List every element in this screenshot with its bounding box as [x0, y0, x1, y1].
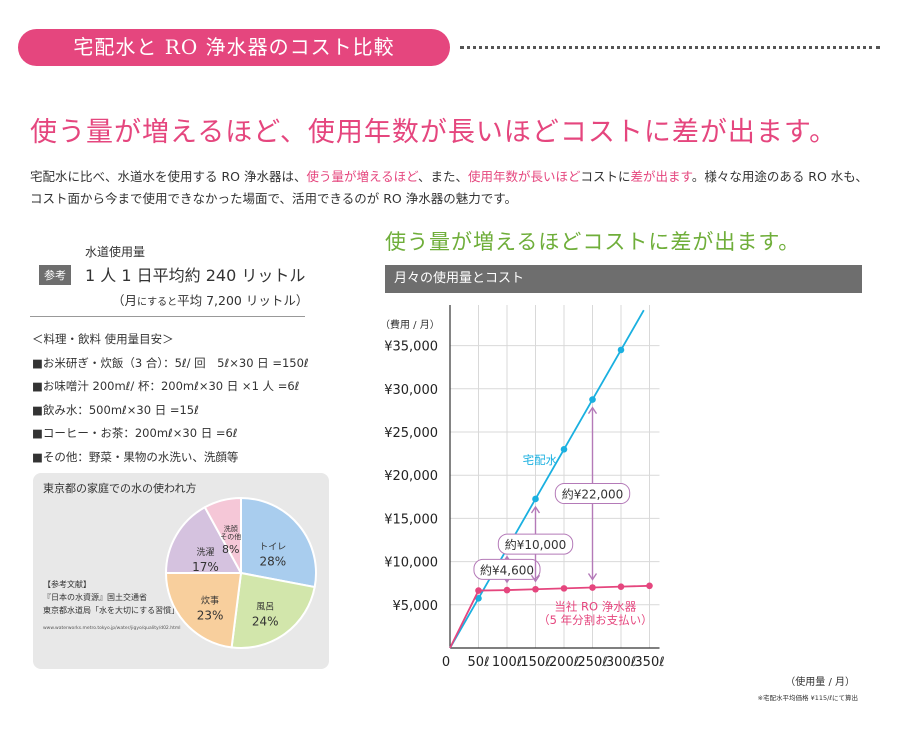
- chart-footnote: ※宅配水平均価格 ¥115/ℓにて算出: [758, 693, 858, 702]
- y-tick-label: ¥15,000: [384, 512, 438, 527]
- annotation-label: 約¥4,600: [480, 562, 534, 577]
- data-point: [617, 346, 625, 354]
- monthly-prefix: （月: [112, 293, 138, 308]
- intro-text-part: 、また、: [418, 169, 469, 184]
- pie-slice-percent: 23%: [197, 608, 224, 622]
- reference-line: 『日本の水資源』国土交通省: [43, 593, 147, 602]
- y-tick-label: ¥25,000: [384, 426, 438, 441]
- dotted-divider: [460, 46, 880, 49]
- daily-average: 1 人 1 日平均約 240 リットル: [85, 266, 306, 285]
- arrow-head: [530, 505, 541, 514]
- annotation-label: 約¥10,000: [505, 537, 567, 552]
- chart-subheading: 使う量が増えるほどコストに差が出ます。: [385, 230, 801, 254]
- pie-slice-label: トイレ: [259, 543, 286, 553]
- intro-text-part: 宅配水に比べ、水道水を使用する RO 浄水器は、: [30, 169, 307, 184]
- reference-badge: 参考: [39, 265, 71, 285]
- x-tick-label: 200ℓ: [549, 655, 579, 670]
- y-tick-label: ¥20,000: [384, 469, 438, 484]
- monthly-average: （月にすると平均 7,200 リットル）: [112, 290, 308, 309]
- list-item: ■お味噌汁 200mℓ/ 杯：200mℓ×30 日 ×1 人 =6ℓ: [32, 379, 300, 393]
- list-item: ■お米研ぎ・炊飯（3 合）：5ℓ/ 回 5ℓ×30 日 =150ℓ: [32, 355, 309, 370]
- pie-chart-panel: 東京都の家庭での水の使われ方 【参考文献】 『日本の水資源』国土交通省 東京都水…: [33, 473, 329, 669]
- data-point: [475, 587, 482, 594]
- data-point: [503, 586, 511, 594]
- annotation-label: 約¥22,000: [562, 487, 624, 502]
- x-tick-label: 350ℓ: [634, 655, 664, 670]
- intro-line-2: コスト面から今まで使用できなかった場面で、活用できるのが RO 浄水器の魅力です…: [30, 191, 517, 206]
- annotation-box: [497, 533, 574, 555]
- data-point: [560, 585, 568, 592]
- y-tick-label: ¥35,000: [384, 340, 438, 355]
- monthly-rest: 平均 7,200 リットル）: [177, 293, 309, 308]
- monthly-small: にすると: [137, 297, 178, 308]
- pie-chart-title: 東京都の家庭での水の使われ方: [43, 482, 197, 495]
- x-tick-label: 150ℓ: [520, 655, 550, 670]
- reference-url: www.waterworks.metro.tokyo.jp/water/jigy…: [43, 626, 181, 631]
- pie-slice-percent: 24%: [252, 614, 279, 628]
- series-note: （5 年分割お支払い）: [538, 613, 652, 627]
- data-point: [589, 584, 596, 591]
- y-tick-label: ¥30,000: [384, 383, 438, 398]
- intro-highlight: 使う量が増えるほど: [306, 169, 418, 184]
- series-label: 当社 RO 浄水器: [554, 599, 636, 613]
- data-point: [475, 595, 482, 602]
- usage-list: ＜料理・飲料 使用量目安＞ ■お米研ぎ・炊飯（3 合）：5ℓ/ 回 5ℓ×30 …: [32, 328, 309, 469]
- pie-slice: [230, 571, 316, 649]
- pie-slice-percent: 28%: [259, 555, 286, 569]
- annotation-box: [473, 558, 541, 580]
- list-item: ■コーヒー・お茶：200mℓ×30 日 =6ℓ: [32, 426, 238, 440]
- pie-slice-percent: 17%: [192, 560, 219, 574]
- pie-slice-label: 炊事: [201, 594, 219, 606]
- pie-references: 【参考文献】 『日本の水資源』国土交通省 東京都水道局「水を大切にする習慣」: [43, 578, 179, 617]
- reference-line: 東京都水道局「水を大切にする習慣」: [43, 606, 180, 615]
- pie-slice-label: 風呂: [256, 601, 274, 612]
- x-axis-unit: （使用量 / 月）: [785, 675, 855, 688]
- y-axis-unit: （費用 / 月）: [380, 318, 440, 331]
- headline: 使う量が増えるほど、使用年数が長いほどコストに差が出ます。: [30, 117, 838, 148]
- arrow-head: [587, 573, 598, 581]
- cost-line-chart: ¥5,000 ¥10,000 ¥15,000 ¥20,000 ¥25,000 ¥30,00…: [380, 305, 858, 702]
- reference-divider: [30, 316, 305, 317]
- data-point: [560, 445, 568, 453]
- arrow-head: [587, 406, 598, 414]
- pie-slice-label: 洗顔: [224, 524, 238, 533]
- data-point: [646, 582, 653, 590]
- data-point: [532, 585, 539, 593]
- y-tick-label: ¥10,000: [384, 556, 438, 571]
- pie-slice: [240, 496, 317, 589]
- x-tick-label: 300ℓ: [606, 655, 636, 670]
- intro-highlight: 差が出ます: [630, 169, 692, 184]
- list-item: ■その他：野菜・果物の水洗い、洗顔等: [32, 449, 239, 464]
- intro-text-part: コストに: [580, 169, 631, 184]
- intro-text-part: 。様々な用途のある RO 水も、: [691, 169, 868, 184]
- arrow-head: [530, 574, 541, 583]
- annotation-box: [554, 483, 631, 505]
- y-tick-label: ¥5,000: [393, 599, 439, 614]
- x-tick-label: 100ℓ: [492, 655, 522, 670]
- pie-slice: [203, 496, 242, 574]
- usage-list-title: ＜料理・飲料 使用量目安＞: [32, 332, 174, 346]
- list-item: ■飲み水：500mℓ×30 日 =15ℓ: [32, 402, 199, 417]
- origin-label: 0: [442, 655, 450, 670]
- intro-highlight: 使用年数が長いほど: [468, 169, 581, 184]
- series-line: [449, 584, 650, 649]
- x-tick-label: 50ℓ: [468, 655, 490, 670]
- pie-slice-label: 洗濯: [196, 546, 214, 558]
- data-point: [589, 396, 596, 403]
- usage-label: 水道使用量: [85, 245, 146, 259]
- reference-heading: 【参考文献】: [43, 580, 91, 589]
- pie-slice-label: その他: [220, 532, 241, 541]
- data-point: [617, 583, 625, 590]
- data-point: [532, 495, 539, 503]
- chart-title-bar: 月々の使用量とコスト: [385, 265, 862, 293]
- pie-slice-percent: 8%: [222, 543, 239, 556]
- intro-text: 宅配水に比べ、水道水を使用する RO 浄水器は、使う量が増えるほど、また、使用年…: [30, 166, 880, 210]
- x-tick-label: 250ℓ: [577, 655, 607, 670]
- series-label: 宅配水: [523, 453, 558, 467]
- pie-slice: [164, 505, 243, 574]
- section-title-badge: 宅配水と RO 浄水器のコスト比較: [18, 29, 450, 66]
- pie-slice: [164, 572, 243, 649]
